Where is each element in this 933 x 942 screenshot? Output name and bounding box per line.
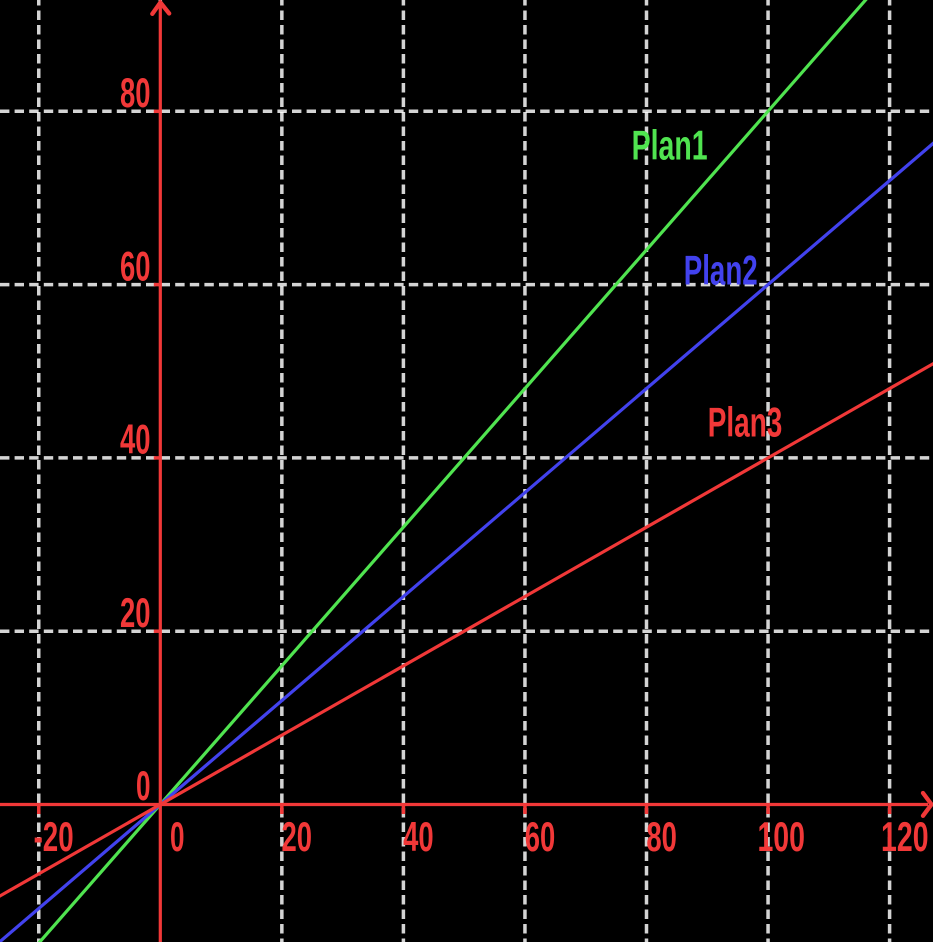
svg-text:80: 80: [120, 69, 151, 116]
svg-text:0: 0: [170, 813, 185, 860]
svg-text:60: 60: [120, 242, 151, 289]
svg-text:120: 120: [881, 813, 929, 860]
svg-text:-20: -20: [34, 813, 74, 860]
svg-text:Plan3: Plan3: [708, 398, 783, 445]
svg-text:0: 0: [136, 762, 151, 809]
svg-text:20: 20: [120, 589, 151, 636]
svg-text:Plan2: Plan2: [684, 246, 758, 293]
svg-text:100: 100: [757, 813, 805, 860]
svg-text:80: 80: [646, 813, 677, 860]
svg-text:60: 60: [525, 813, 556, 860]
svg-text:20: 20: [282, 813, 313, 860]
svg-text:Plan1: Plan1: [632, 122, 708, 169]
svg-text:40: 40: [403, 813, 434, 860]
svg-text:40: 40: [120, 416, 151, 463]
